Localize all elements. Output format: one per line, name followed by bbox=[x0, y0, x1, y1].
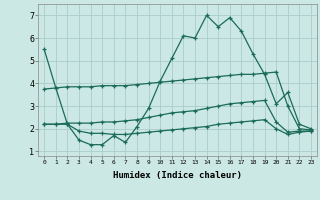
X-axis label: Humidex (Indice chaleur): Humidex (Indice chaleur) bbox=[113, 171, 242, 180]
